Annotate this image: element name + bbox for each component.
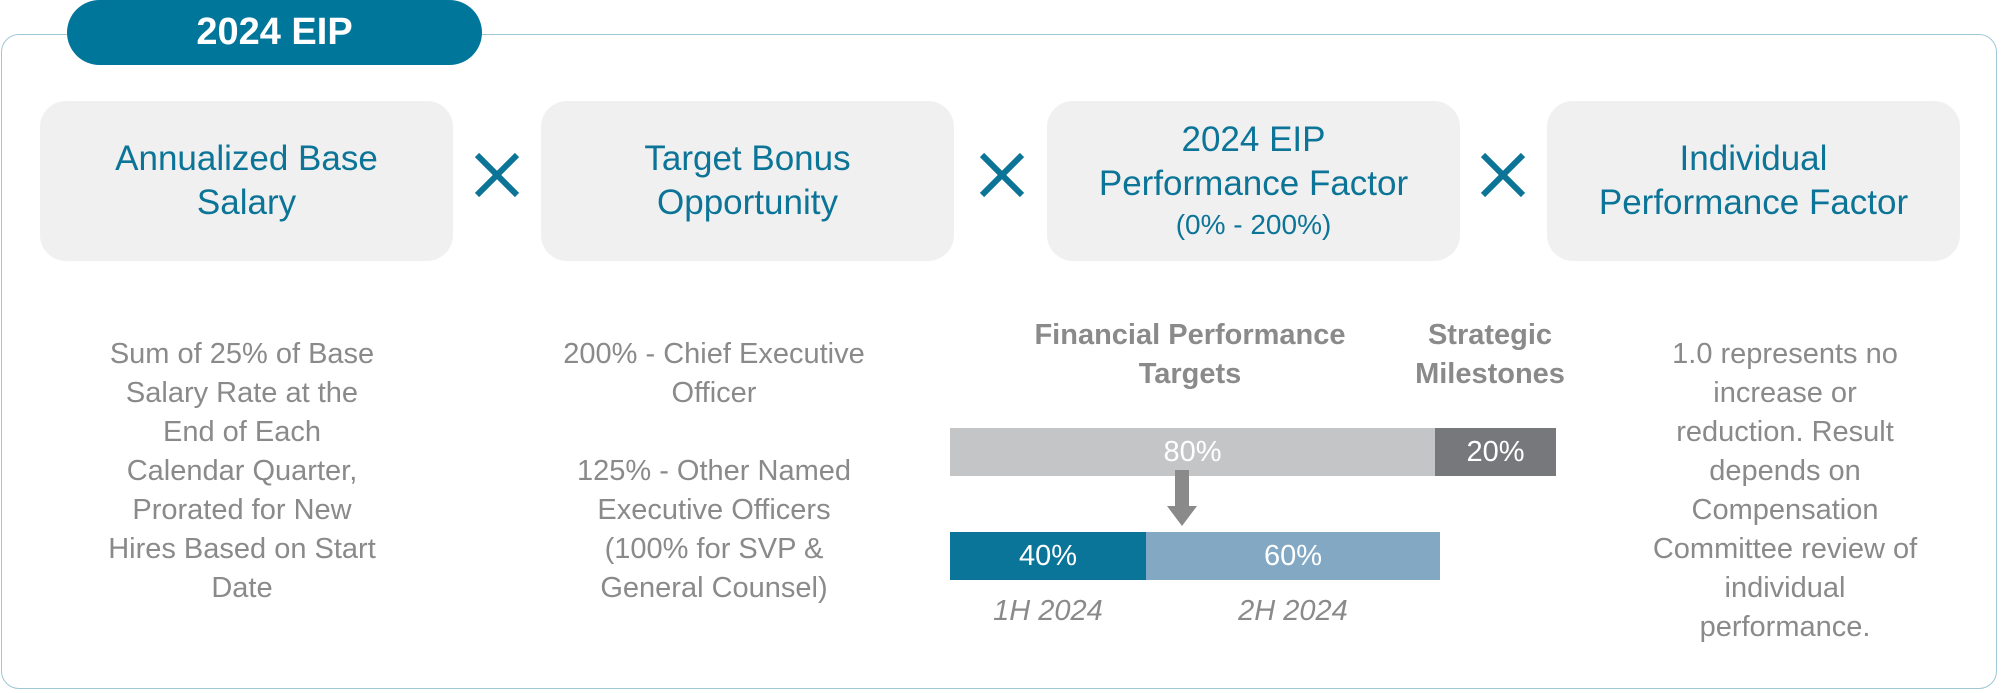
first-half-caption: 1H 2024 bbox=[993, 595, 1103, 627]
factor-line: Target Bonus bbox=[644, 139, 851, 178]
desc-line: reduction. Result bbox=[1676, 416, 1894, 448]
factor-target-bonus-opportunity: Target Bonus Opportunity bbox=[541, 101, 954, 261]
desc-line: (100% for SVP & bbox=[604, 533, 824, 565]
factor-line: Annualized Base bbox=[115, 139, 378, 178]
desc-line: Officer bbox=[671, 377, 757, 409]
factor-line: Performance Factor bbox=[1098, 164, 1409, 203]
financial-targets-bar: 80% bbox=[950, 428, 1435, 476]
eip-frame bbox=[1, 34, 1997, 689]
bar-label: 40% bbox=[1018, 539, 1078, 572]
heading-line: Targets bbox=[1138, 358, 1242, 390]
bar-label: 20% bbox=[1466, 435, 1525, 468]
factor-line: Opportunity bbox=[657, 183, 838, 222]
desc-line: Sum of 25% of Base bbox=[109, 338, 375, 370]
target-bonus-description: 200% - Chief Executive Officer 125% - Ot… bbox=[534, 335, 894, 608]
desc-line: General Counsel) bbox=[600, 572, 828, 604]
desc-line: 125% - Other Named bbox=[576, 455, 851, 487]
factor-annualized-base-salary: Annualized Base Salary bbox=[40, 101, 453, 261]
page-title: 2024 EIP bbox=[67, 0, 482, 65]
desc-line: End of Each bbox=[163, 416, 321, 448]
factor-line: Performance Factor bbox=[1598, 183, 1909, 222]
down-arrow-icon bbox=[1167, 470, 1197, 526]
factor-range: (0% - 200%) bbox=[1175, 209, 1332, 240]
desc-line: Executive Officers bbox=[597, 494, 831, 526]
factor-line: Individual bbox=[1679, 139, 1828, 178]
desc-line: Salary Rate at the bbox=[125, 377, 359, 409]
bar-label: 60% bbox=[1263, 539, 1323, 572]
desc-line: 1.0 represents no bbox=[1672, 338, 1898, 370]
second-half-bar: 60% bbox=[1146, 532, 1440, 580]
multiply-icon bbox=[1480, 152, 1526, 198]
desc-line: Hires Based on Start bbox=[108, 533, 376, 565]
desc-line: depends on bbox=[1709, 455, 1861, 487]
factor-eip-performance-factor: 2024 EIP Performance Factor (0% - 200%) bbox=[1047, 101, 1460, 261]
multiply-icon bbox=[474, 152, 520, 198]
strategic-milestones-heading: Strategic Milestones bbox=[1390, 316, 1590, 394]
base-salary-description: Sum of 25% of Base Salary Rate at the En… bbox=[62, 335, 422, 608]
individual-factor-description: 1.0 represents no increase or reduction.… bbox=[1605, 335, 1965, 647]
desc-line: Date bbox=[211, 572, 273, 604]
second-half-caption: 2H 2024 bbox=[1238, 595, 1348, 627]
heading-line: Milestones bbox=[1415, 358, 1565, 390]
factor-line: 2024 EIP bbox=[1181, 120, 1326, 159]
desc-line: performance. bbox=[1699, 611, 1871, 643]
bar-label: 80% bbox=[1163, 435, 1222, 468]
desc-line: increase or bbox=[1713, 377, 1857, 409]
first-half-bar: 40% bbox=[950, 532, 1146, 580]
factor-line: Salary bbox=[196, 183, 297, 222]
factor-individual-performance-factor: Individual Performance Factor bbox=[1547, 101, 1960, 261]
heading-line: Financial Performance bbox=[1034, 319, 1346, 351]
desc-line: Calendar Quarter, bbox=[126, 455, 358, 487]
multiply-icon bbox=[979, 152, 1025, 198]
desc-line: Committee review of bbox=[1652, 533, 1918, 565]
desc-line: Compensation bbox=[1691, 494, 1879, 526]
desc-line: 200% - Chief Executive bbox=[563, 338, 865, 370]
heading-line: Strategic bbox=[1427, 319, 1553, 351]
financial-targets-heading: Financial Performance Targets bbox=[990, 316, 1390, 394]
strategic-milestones-bar: 20% bbox=[1435, 428, 1556, 476]
desc-line: Prorated for New bbox=[132, 494, 352, 526]
desc-line: individual bbox=[1724, 572, 1846, 604]
